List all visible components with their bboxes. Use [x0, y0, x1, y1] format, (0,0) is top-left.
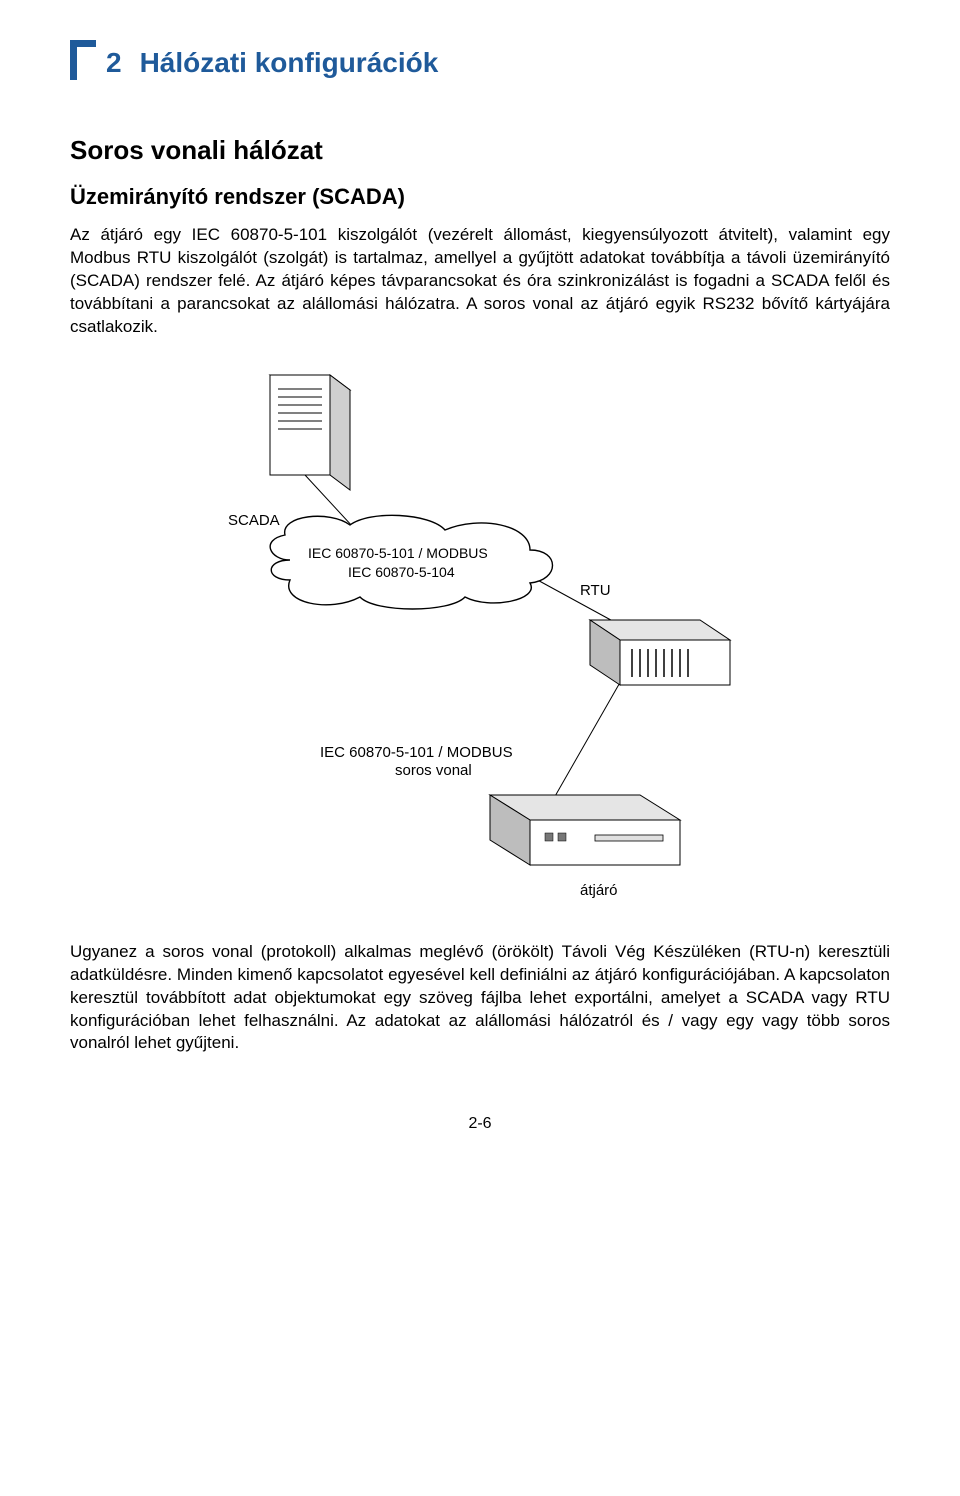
protocol-cloud-icon [270, 515, 552, 609]
chapter-title: Hálózati konfigurációk [140, 47, 439, 79]
scada-device-icon [270, 375, 350, 490]
scada-label: SCADA [228, 512, 280, 529]
page-number: 2-6 [70, 1115, 890, 1133]
chapter-number: 2 [106, 47, 122, 79]
gateway-device-icon [490, 795, 680, 865]
cloud-protocol-line2: IEC 60870-5-104 [348, 564, 455, 580]
subsection-title: Üzemirányító rendszer (SCADA) [70, 184, 890, 210]
gateway-label: átjáró [580, 882, 618, 899]
serial-protocol-line1: IEC 60870-5-101 / MODBUS [320, 744, 513, 761]
section-title: Soros vonali hálózat [70, 135, 890, 166]
rtu-device-icon [590, 620, 730, 685]
serial-protocol-line2: soros vonal [395, 762, 472, 779]
paragraph-2: Ugyanez a soros vonal (protokoll) alkalm… [70, 941, 890, 1056]
paragraph-1: Az átjáró egy IEC 60870-5-101 kiszolgáló… [70, 224, 890, 339]
rtu-label: RTU [580, 582, 611, 599]
network-diagram-svg: SCADA IEC 60870-5-101 / MODBUS IEC 60870… [200, 365, 760, 905]
cloud-protocol-line1: IEC 60870-5-101 / MODBUS [308, 545, 488, 561]
chapter-header: 2 Hálózati konfigurációk [70, 40, 890, 85]
chapter-bracket-icon [70, 40, 96, 85]
network-diagram: SCADA IEC 60870-5-101 / MODBUS IEC 60870… [70, 365, 890, 905]
